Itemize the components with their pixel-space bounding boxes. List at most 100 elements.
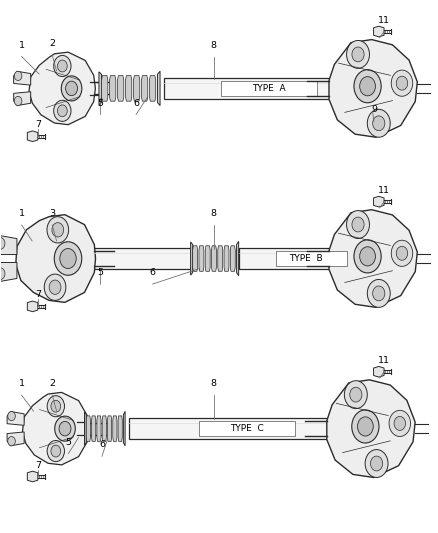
Polygon shape [276,251,347,266]
Circle shape [389,410,410,437]
Polygon shape [27,301,38,312]
Polygon shape [110,76,116,101]
Circle shape [0,237,5,249]
Circle shape [346,211,370,238]
Polygon shape [221,81,317,96]
Circle shape [51,445,61,457]
Polygon shape [7,432,24,446]
Polygon shape [27,131,38,142]
Circle shape [54,242,82,275]
Circle shape [357,417,373,436]
Circle shape [396,76,408,90]
Circle shape [55,416,75,441]
Polygon shape [29,52,95,125]
Polygon shape [27,471,38,482]
Polygon shape [230,246,235,271]
Text: 8: 8 [211,379,217,388]
Circle shape [371,456,383,471]
Circle shape [367,279,390,308]
Polygon shape [102,416,106,441]
Text: 1: 1 [19,209,25,218]
Circle shape [354,70,381,103]
Polygon shape [164,78,339,99]
Polygon shape [102,76,108,101]
Circle shape [47,216,69,243]
Text: 2: 2 [49,379,55,388]
Text: 6: 6 [133,99,139,108]
Text: TYPE  B: TYPE B [290,254,323,263]
Circle shape [44,274,66,301]
Circle shape [391,70,413,96]
Polygon shape [22,392,89,465]
Text: 11: 11 [378,356,390,365]
Circle shape [52,223,64,237]
Polygon shape [199,421,295,436]
Circle shape [352,410,379,443]
Text: 7: 7 [35,120,41,130]
Polygon shape [374,26,384,37]
Text: 5: 5 [97,99,103,108]
Circle shape [360,247,375,266]
Text: 1: 1 [19,41,25,50]
Polygon shape [14,71,31,85]
Text: 8: 8 [211,209,217,218]
Polygon shape [0,236,17,255]
Circle shape [0,268,5,280]
Circle shape [14,96,22,106]
Circle shape [373,116,385,131]
Polygon shape [99,72,102,105]
Circle shape [60,248,76,269]
Polygon shape [239,248,330,269]
Text: 3: 3 [49,209,55,218]
Circle shape [8,411,15,421]
Text: 6: 6 [150,268,155,277]
Polygon shape [205,246,210,271]
Circle shape [66,81,78,95]
Polygon shape [113,416,117,441]
Polygon shape [374,196,384,207]
Circle shape [57,60,67,72]
Polygon shape [212,246,216,271]
Polygon shape [237,241,239,276]
Text: TYPE  C: TYPE C [230,424,264,433]
Circle shape [365,449,388,478]
Circle shape [354,240,381,273]
Circle shape [51,400,61,412]
Polygon shape [218,246,223,271]
Circle shape [373,286,385,301]
Text: 5: 5 [65,438,71,447]
Circle shape [391,240,413,266]
Polygon shape [329,209,417,308]
Text: 7: 7 [35,461,41,470]
Polygon shape [329,39,417,137]
Circle shape [61,76,82,101]
Polygon shape [118,416,122,441]
Circle shape [344,381,367,409]
Circle shape [396,246,408,260]
Polygon shape [199,246,204,271]
Circle shape [350,387,362,402]
Text: 11: 11 [378,15,390,25]
Polygon shape [191,242,193,275]
Text: 5: 5 [97,268,103,277]
Circle shape [54,55,71,77]
Circle shape [346,41,370,68]
Polygon shape [14,92,31,106]
Text: 11: 11 [378,185,390,195]
Circle shape [360,77,375,96]
Circle shape [54,100,71,122]
Polygon shape [92,248,191,269]
Circle shape [47,395,64,417]
Polygon shape [126,76,132,101]
Circle shape [14,71,22,80]
Polygon shape [327,380,415,478]
Polygon shape [149,76,156,101]
Text: 6: 6 [99,440,105,449]
Text: 7: 7 [35,290,41,300]
Circle shape [57,105,67,117]
Circle shape [367,109,390,137]
Text: 8: 8 [211,41,217,50]
Polygon shape [16,215,95,302]
Text: 1: 1 [19,379,25,388]
Polygon shape [117,76,124,101]
